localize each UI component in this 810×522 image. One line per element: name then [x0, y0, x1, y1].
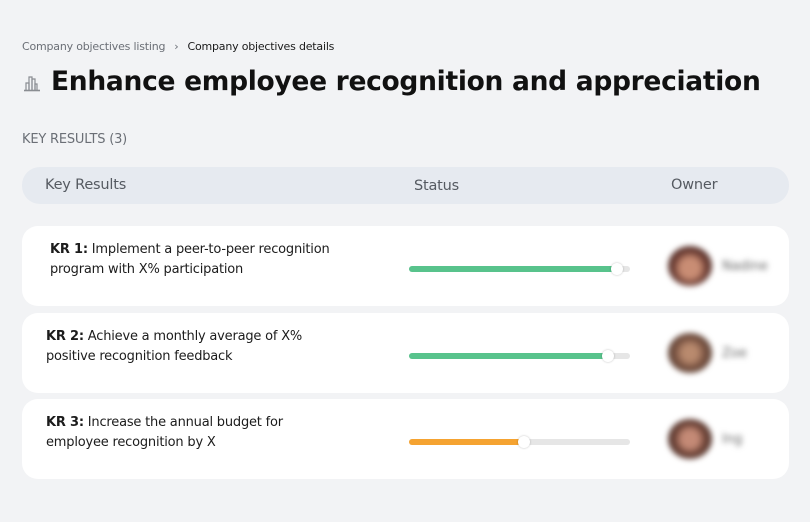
- avatar: [668, 333, 712, 373]
- progress-handle[interactable]: [517, 436, 530, 448]
- owner-name: Zoe: [722, 345, 747, 361]
- owner[interactable]: Zoe: [668, 333, 747, 373]
- breadcrumb-objectives-listing-link[interactable]: Company objectives listing: [22, 40, 166, 53]
- progress-bar[interactable]: [409, 263, 630, 275]
- company-building-icon: [22, 73, 42, 95]
- owner[interactable]: Ing: [668, 419, 742, 459]
- key-result-row-1[interactable]: KR 1: Implement a peer-to-peer recogniti…: [22, 226, 789, 306]
- kr-label: KR 2:: [46, 329, 84, 344]
- progress-fill: [409, 266, 617, 272]
- kr-description-text: Implement a peer-to-peer recognition pro…: [50, 242, 330, 277]
- key-result-row-2[interactable]: KR 2: Achieve a monthly average of X% po…: [22, 313, 789, 393]
- progress-handle[interactable]: [601, 350, 614, 362]
- kr-description-text: Achieve a monthly average of X% positive…: [46, 329, 303, 364]
- progress-bar[interactable]: [409, 350, 630, 362]
- key-result-description: KR 1: Implement a peer-to-peer recogniti…: [50, 240, 350, 280]
- page-header: Enhance employee recognition and appreci…: [22, 66, 761, 97]
- column-header-key-results: Key Results: [45, 177, 127, 193]
- avatar: [668, 246, 712, 286]
- key-result-description: KR 3: Increase the annual budget for emp…: [46, 413, 346, 453]
- kr-label: KR 1:: [50, 242, 88, 257]
- owner-name: Ing: [722, 431, 743, 447]
- owner[interactable]: Nadine: [668, 246, 768, 286]
- chevron-right-icon: ›: [174, 40, 179, 53]
- kr-description-text: Increase the annual budget for employee …: [46, 415, 283, 450]
- progress-fill: [409, 353, 608, 359]
- key-results-count-label: KEY RESULTS (3): [22, 132, 128, 147]
- avatar: [668, 419, 712, 459]
- owner-name: Nadine: [722, 258, 768, 274]
- breadcrumb: Company objectives listing › Company obj…: [22, 40, 334, 53]
- page-title: Enhance employee recognition and appreci…: [51, 66, 761, 97]
- key-result-row-3[interactable]: KR 3: Increase the annual budget for emp…: [22, 399, 789, 479]
- progress-handle[interactable]: [610, 263, 623, 275]
- key-result-description: KR 2: Achieve a monthly average of X% po…: [46, 327, 346, 367]
- column-header-owner: Owner: [671, 177, 718, 193]
- column-header-status: Status: [414, 178, 460, 194]
- key-results-table-header: Key Results Status Owner: [22, 167, 789, 204]
- kr-label: KR 3:: [46, 415, 84, 430]
- progress-bar[interactable]: [409, 436, 630, 448]
- breadcrumb-current-page: Company objectives details: [187, 40, 335, 53]
- progress-fill: [409, 439, 524, 445]
